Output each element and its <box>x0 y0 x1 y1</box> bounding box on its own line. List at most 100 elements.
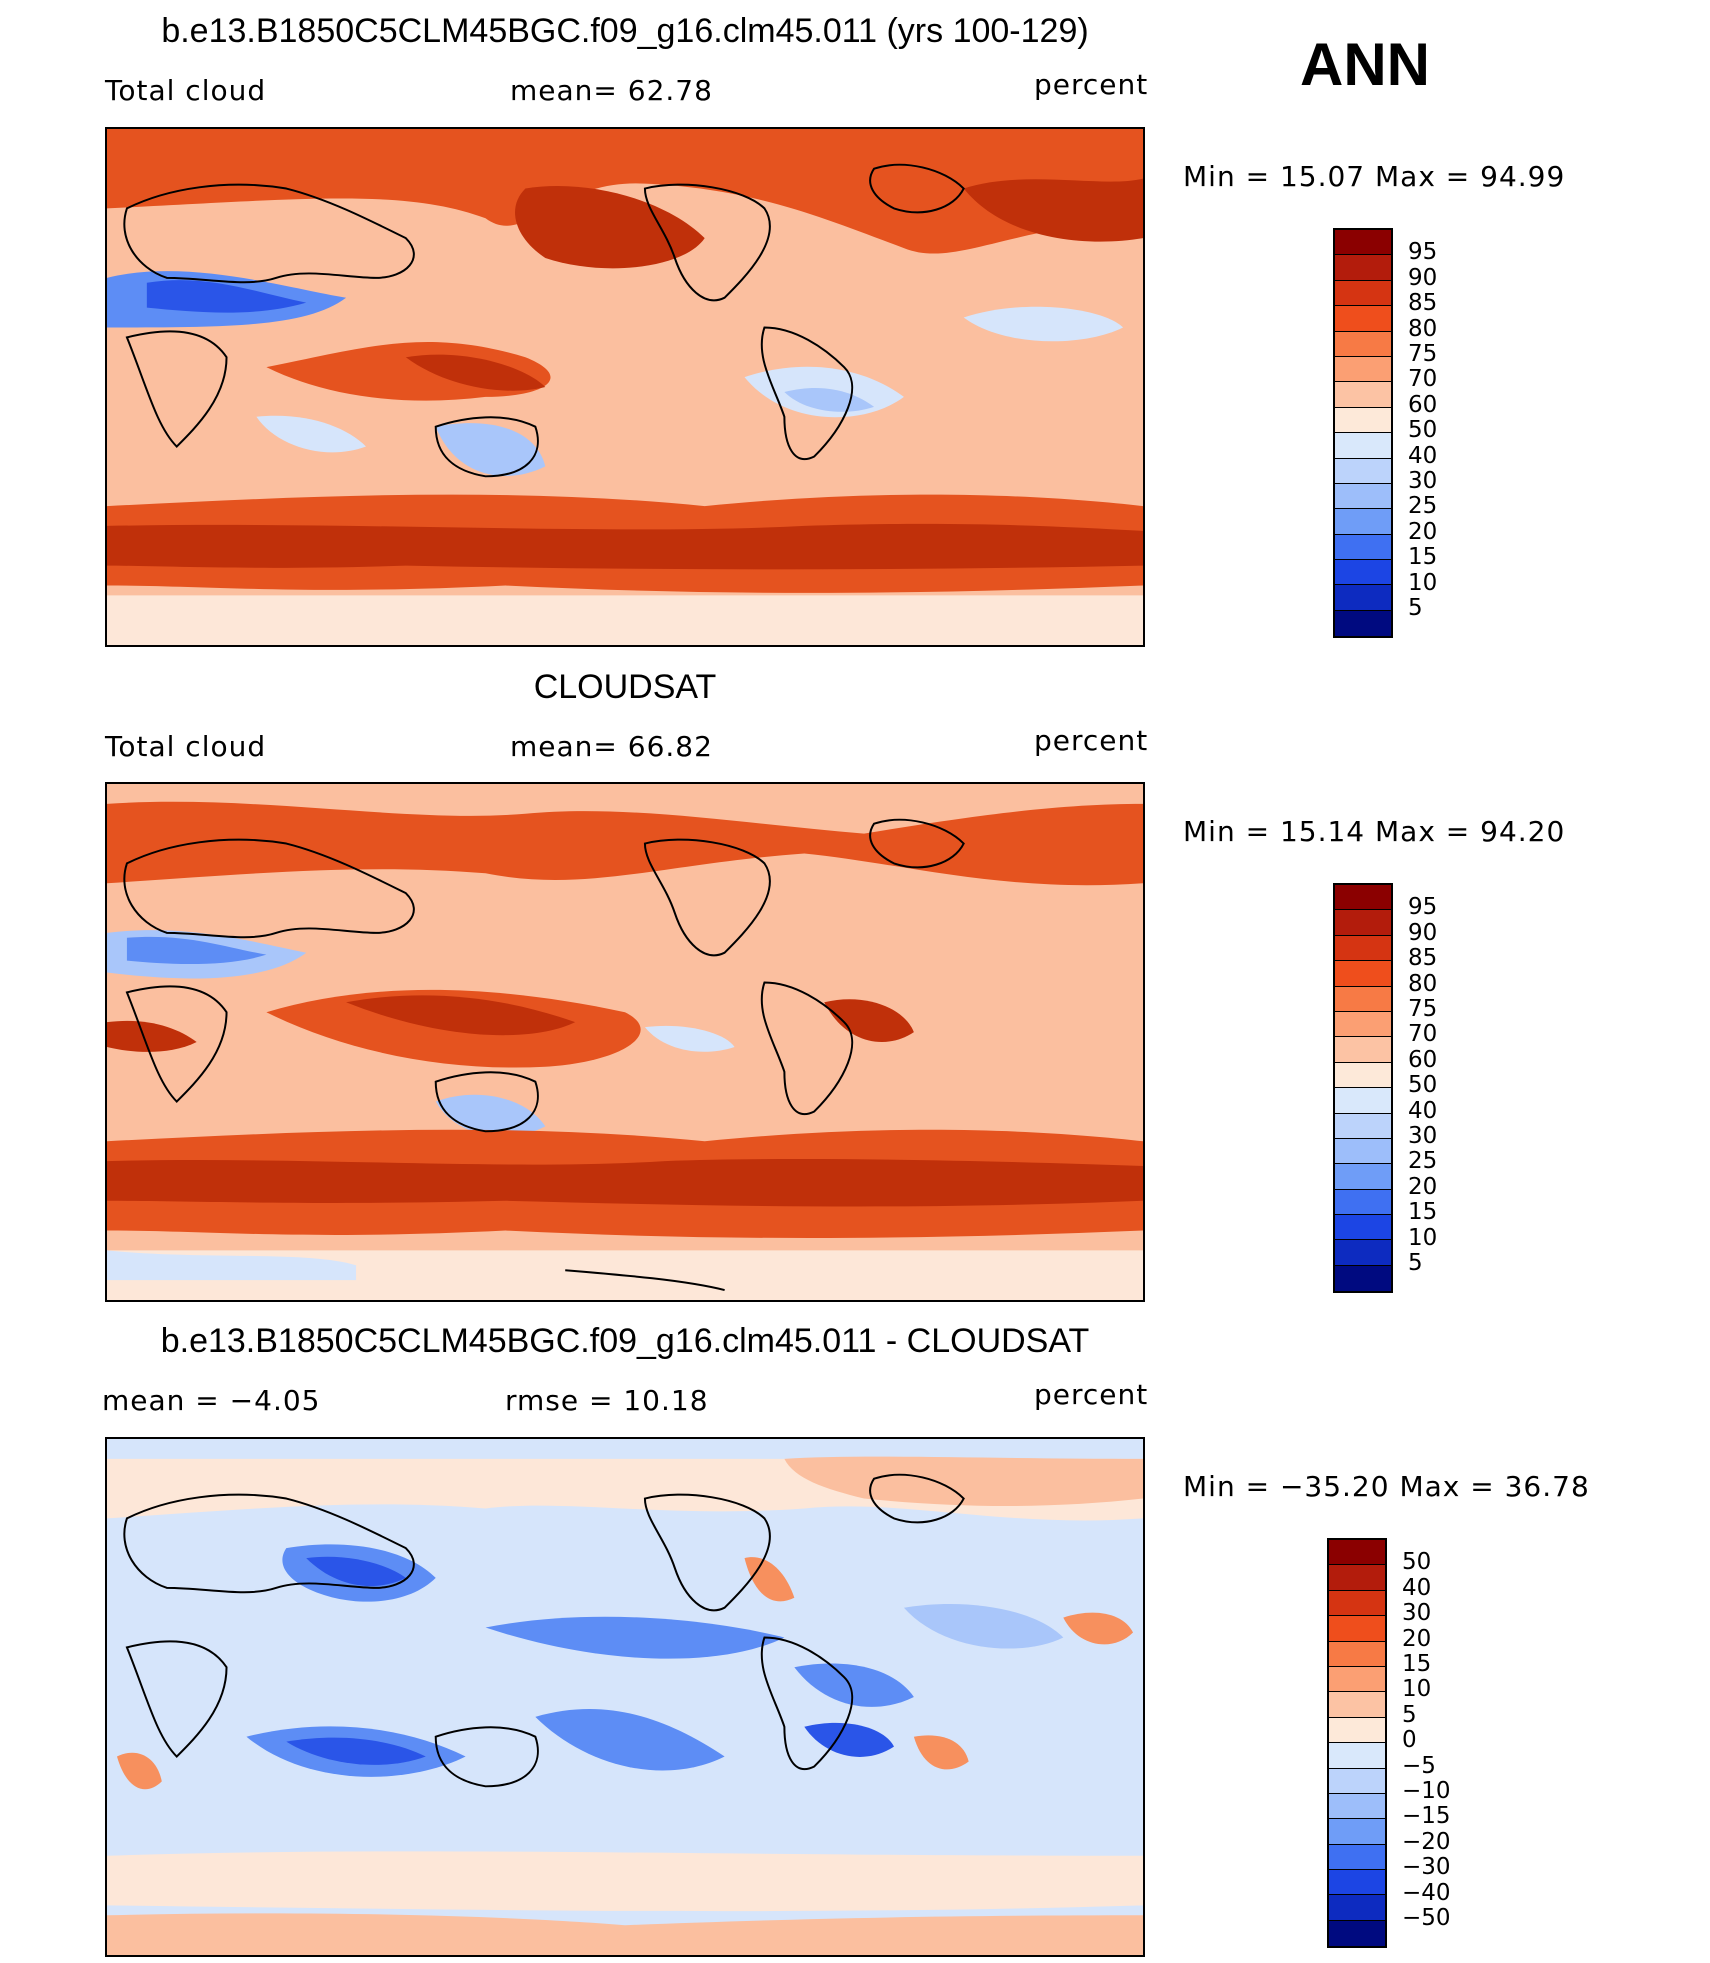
sahara-min <box>146 280 307 313</box>
colorbar-tick-label: 60 <box>1408 391 1438 418</box>
colorbar-tick-label: 5 <box>1408 1250 1423 1276</box>
colorbar-tick-label: 20 <box>1408 518 1438 545</box>
panel-2-mean-label: mean= 66.82 <box>510 730 713 763</box>
indian-ocean-min <box>286 1737 426 1765</box>
colorbar-tick-label: 40 <box>1402 1574 1432 1601</box>
colorbar-tick-label: 60 <box>1408 1046 1438 1073</box>
colorbar-tick-label: 50 <box>1408 417 1438 444</box>
panel-2-title: CLOUDSAT <box>533 668 717 706</box>
colorbar-tick-label: −10 <box>1402 1778 1451 1804</box>
colorbar-tick-label: 75 <box>1408 996 1438 1022</box>
colorbar-tick-label: −30 <box>1402 1854 1451 1881</box>
panel-2-colorbar <box>1333 883 1393 1294</box>
atlantic-stratocumulus-positive <box>913 1735 969 1770</box>
panel-3-rmse-label: rmse = 10.18 <box>505 1384 709 1417</box>
colorbar-tick-label: 5 <box>1402 1701 1417 1728</box>
season-label: ANN <box>1300 31 1430 98</box>
colorbar-tick-label: 85 <box>1408 290 1438 317</box>
panel-2-map <box>105 782 1145 1302</box>
southern-ocean-positive <box>107 1851 1143 1912</box>
colorbar-tick-label: 20 <box>1408 1173 1438 1200</box>
colorbar-tick-label: 70 <box>1408 366 1438 393</box>
colorbar-tick-label: 0 <box>1402 1727 1417 1754</box>
colorbar-tick-label: 85 <box>1408 945 1438 972</box>
colorbar-tick-label: 50 <box>1408 1072 1438 1099</box>
colorbar-tick-label: 25 <box>1408 1148 1438 1175</box>
southeast-pacific-min <box>804 1722 894 1757</box>
colorbar-tick-label: 15 <box>1408 544 1438 571</box>
colorbar-tick-label: 95 <box>1408 894 1438 921</box>
panel-2-units-label: percent <box>1034 724 1149 757</box>
colorbar-tick-label: −15 <box>1402 1803 1451 1830</box>
amazon-max <box>824 999 914 1042</box>
panel-1-map <box>105 127 1145 647</box>
continent-outlines <box>123 163 965 478</box>
panel-1-title: b.e13.B1850C5CLM45BGC.f09_g16.clm45.011 … <box>161 12 1089 50</box>
colorbar-tick-label: 70 <box>1408 1021 1438 1048</box>
panel-3-map <box>105 1437 1145 1957</box>
north-pacific-max <box>515 186 705 269</box>
maritime-continent-max <box>346 995 576 1036</box>
colorbar-tick-label: 80 <box>1408 970 1438 997</box>
colorbar-tick-label: 20 <box>1402 1625 1432 1652</box>
colorbar-tick-label: 30 <box>1408 468 1438 494</box>
colorbar-tick-label: 40 <box>1408 442 1438 469</box>
colorbar-tick-label: 40 <box>1408 1097 1438 1124</box>
southeast-pacific-min <box>784 387 875 412</box>
east-pacific-low <box>644 1025 735 1052</box>
panel-3-units-label: percent <box>1034 1378 1149 1411</box>
antarctic-low-cloud <box>107 1250 357 1281</box>
panel-1-map-svg <box>107 129 1143 645</box>
southern-ocean-max <box>107 523 1143 570</box>
panel-3-colorbar <box>1327 1538 1387 1949</box>
colorbar-tick-label: 5 <box>1408 595 1423 621</box>
colorbar-tick-label: 90 <box>1408 919 1438 946</box>
arctic-positive <box>784 1456 1143 1506</box>
panel-1-units-label: percent <box>1034 68 1149 101</box>
africa-west-positive <box>1063 1612 1134 1645</box>
colorbar-tick-label: −50 <box>1402 1905 1451 1931</box>
panel-1-min-max: Min = 15.07 Max = 94.99 <box>1183 160 1566 193</box>
colorbar-tick-label: 15 <box>1408 1199 1438 1226</box>
north-atlantic-subtropics <box>963 306 1124 342</box>
colorbar-tick-label: 10 <box>1402 1676 1432 1703</box>
colorbar-tick-label: 50 <box>1402 1549 1432 1576</box>
continent-outlines <box>123 1473 965 1788</box>
panel-1-colorbar <box>1333 228 1393 639</box>
colorbar-tick-label: 30 <box>1402 1600 1432 1627</box>
colorbar-tick-label: 15 <box>1402 1651 1432 1677</box>
continent-outlines <box>123 818 965 1292</box>
indian-ocean-low <box>256 415 366 453</box>
panel-3-map-svg <box>107 1439 1143 1955</box>
amazon-negative <box>794 1663 914 1707</box>
colorbar-tick-label: −5 <box>1402 1752 1436 1779</box>
tibet-min <box>306 1556 406 1587</box>
atlantic-negative <box>903 1603 1064 1649</box>
panel-1-variable-label: Total cloud <box>105 74 267 107</box>
panel-3-title: b.e13.B1850C5CLM45BGC.f09_g16.clm45.011 … <box>160 1322 1090 1360</box>
colorbar-tick-label: 90 <box>1408 264 1438 291</box>
north-pacific-negative <box>485 1616 785 1659</box>
colorbar-tick-label: −20 <box>1402 1828 1451 1855</box>
colorbar-tick-label: 75 <box>1408 341 1438 367</box>
panel-2-min-max: Min = 15.14 Max = 94.20 <box>1183 815 1566 848</box>
panel-3-mean-label: mean = −4.05 <box>102 1384 321 1417</box>
southern-ocean-max <box>107 1159 1143 1207</box>
colorbar-tick-label: 10 <box>1408 1224 1438 1251</box>
panel-2-map-svg <box>107 784 1143 1300</box>
north-cloud-band <box>107 129 1143 254</box>
north-atlantic-max <box>963 178 1143 242</box>
maritime-continent-max <box>405 354 546 391</box>
panel-3-min-max: Min = −35.20 Max = 36.78 <box>1183 1470 1590 1503</box>
colorbar-tick-label: 30 <box>1408 1123 1438 1149</box>
namibia-positive <box>116 1752 162 1790</box>
africa-tropical-max <box>107 1020 197 1052</box>
colorbar-tick-label: 95 <box>1408 239 1438 266</box>
antarctica-region <box>107 595 1143 645</box>
california-stratocumulus-positive <box>744 1557 795 1602</box>
sahara-min <box>126 936 267 965</box>
north-cloud-band <box>107 801 1143 886</box>
colorbar-tick-label: −40 <box>1402 1879 1451 1906</box>
colorbar-tick-label: 10 <box>1408 569 1438 596</box>
panel-2-variable-label: Total cloud <box>105 730 267 763</box>
